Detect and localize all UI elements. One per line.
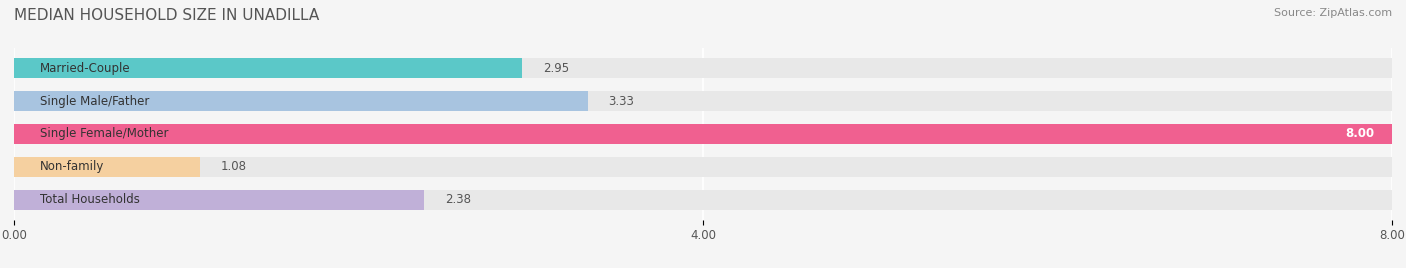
Text: MEDIAN HOUSEHOLD SIZE IN UNADILLA: MEDIAN HOUSEHOLD SIZE IN UNADILLA [14,8,319,23]
Text: 2.38: 2.38 [444,193,471,206]
Bar [14,58,1392,78]
Bar [14,91,1392,111]
Bar [14,190,425,210]
Bar [14,91,588,111]
Bar [14,157,200,177]
Text: 2.95: 2.95 [543,62,569,75]
Text: Single Male/Father: Single Male/Father [39,95,149,107]
Text: Non-family: Non-family [39,161,104,173]
Bar [14,58,522,78]
Text: Total Households: Total Households [39,193,139,206]
Bar [14,190,1392,210]
Text: Married-Couple: Married-Couple [39,62,131,75]
Bar [14,124,1392,144]
Bar [14,157,1392,177]
Text: Source: ZipAtlas.com: Source: ZipAtlas.com [1274,8,1392,18]
Bar [14,124,1392,144]
Text: Single Female/Mother: Single Female/Mother [39,128,169,140]
Text: 3.33: 3.33 [609,95,634,107]
Text: 8.00: 8.00 [1346,128,1375,140]
Text: 1.08: 1.08 [221,161,246,173]
